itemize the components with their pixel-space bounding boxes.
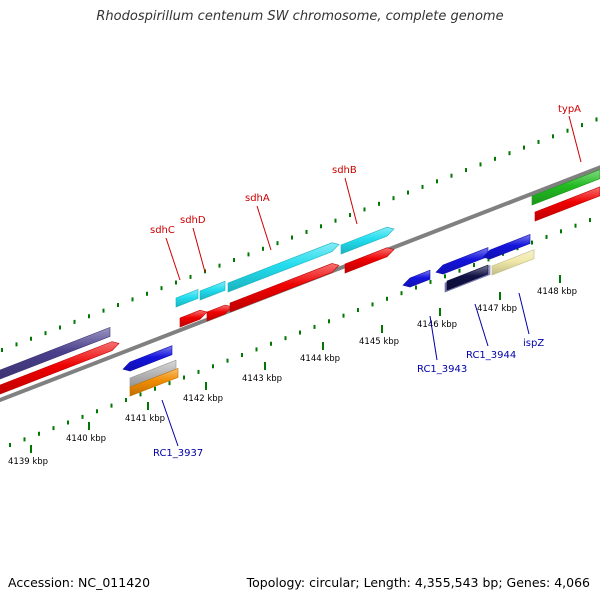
gene-red-sdhC <box>179 309 208 328</box>
scale-label-5: 4144 kbp <box>300 354 340 364</box>
accession-text: Accession: NC_011420 <box>8 575 151 590</box>
leader-ispZ <box>518 292 530 335</box>
scale-label-0: 4139 kbp <box>8 457 48 467</box>
gene-blue-rc1-3943 <box>402 269 431 288</box>
scale-label-4: 4143 kbp <box>242 374 282 384</box>
gene-blue-rc1-3937 <box>122 345 173 372</box>
leader-sdhC <box>165 237 181 281</box>
leader-sdhB <box>344 177 358 225</box>
gene-khaki-ispZ <box>491 249 535 276</box>
gene-blue-rc1-3944 <box>435 247 489 275</box>
gene-orange-rc1-3937 <box>129 367 179 397</box>
gene-sdhD <box>199 280 226 301</box>
gene-red-sdhD <box>206 304 233 322</box>
gene-blue-ispZ <box>482 234 531 260</box>
leader-sdhD <box>192 227 206 273</box>
gene-label-RC1_3944: RC1_3944 <box>466 350 516 361</box>
leader-RC1_3944 <box>474 303 489 347</box>
scale-label-2: 4141 kbp <box>125 414 165 424</box>
gene-label-sdhC: sdhC <box>150 225 175 236</box>
gene-label-RC1_3943: RC1_3943 <box>417 364 467 375</box>
gene-typA <box>531 169 600 206</box>
gene-label-ispZ: ispZ <box>523 338 544 349</box>
leader-sdhA <box>256 205 272 251</box>
gene-label-sdhB: sdhB <box>332 165 357 176</box>
leader-RC1_3937 <box>161 399 179 447</box>
gene-label-sdhD: sdhD <box>180 215 206 226</box>
leader-RC1_3943 <box>429 315 438 361</box>
map-title: Rhodospirillum centenum SW chromosome, c… <box>96 9 504 24</box>
scale-label-8: 4147 kbp <box>477 304 517 314</box>
gene-red-typA <box>534 186 600 222</box>
gene-red-upper-1 <box>0 341 120 395</box>
gene-navy-rc1-3944 <box>446 264 489 291</box>
gene-label-RC1_3937: RC1_3937 <box>153 448 203 459</box>
gene-label-typA: typA <box>558 104 581 115</box>
gene-red-sdhA <box>229 263 340 313</box>
gene-sdhA <box>227 242 340 293</box>
scale-label-7: 4146 kbp <box>417 320 457 330</box>
gene-purple-upper <box>0 326 111 380</box>
gene-red-sdhB <box>344 247 395 274</box>
gene-sdhB <box>340 226 395 255</box>
genome-summary-text: Topology: circular; Length: 4,355,543 bp… <box>246 575 590 590</box>
gene-sdhC <box>175 289 199 308</box>
scale-label-9: 4148 kbp <box>537 287 577 297</box>
scale-label-6: 4145 kbp <box>359 337 399 347</box>
scale-label-1: 4140 kbp <box>66 434 106 444</box>
scale-label-3: 4142 kbp <box>183 394 223 404</box>
leader-typA <box>568 115 582 163</box>
gene-label-sdhA: sdhA <box>245 193 270 204</box>
